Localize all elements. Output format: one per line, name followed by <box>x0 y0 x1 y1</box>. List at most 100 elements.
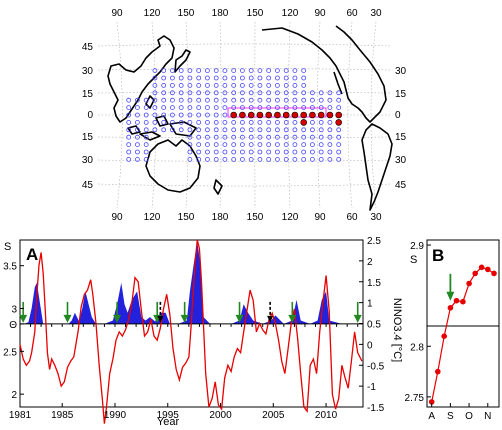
network-node <box>187 120 193 125</box>
network-node <box>292 75 298 81</box>
parallel-line <box>97 136 393 138</box>
right-tick-label: 0 <box>367 340 373 351</box>
network-node <box>274 105 280 110</box>
panel-b-x-tick-label: S <box>447 411 454 422</box>
panel-b-point <box>428 399 435 405</box>
network-node <box>196 149 202 155</box>
arrow-head <box>235 314 244 323</box>
network-node <box>134 120 140 125</box>
network-node <box>196 97 202 103</box>
network-node <box>292 127 298 133</box>
network-node <box>274 97 280 103</box>
lon-label-top: 60 <box>346 8 358 19</box>
network-node <box>336 149 342 155</box>
panel-a-left-axis-title: S <box>4 241 11 253</box>
network-node <box>327 142 333 148</box>
network-node <box>274 134 280 140</box>
network-node <box>248 142 254 148</box>
network-node <box>231 134 237 140</box>
nino34-series-line <box>19 239 363 424</box>
network-node <box>222 142 228 148</box>
network-node <box>204 134 210 140</box>
network-node <box>266 156 272 162</box>
network-node <box>126 105 132 110</box>
network-node <box>134 142 140 148</box>
network-node <box>248 134 254 140</box>
network-node <box>239 156 245 162</box>
index-node <box>239 111 246 119</box>
meridian-line <box>185 21 189 209</box>
index-node <box>274 111 281 119</box>
network-node <box>143 156 149 162</box>
right-tick-label: 1 <box>367 299 373 310</box>
lon-label-top: 180 <box>212 8 229 19</box>
index-node <box>326 111 334 119</box>
index-node <box>335 111 343 119</box>
panel-b-y-axis-title: S <box>410 254 417 266</box>
network-node <box>204 156 210 162</box>
network-node <box>292 68 298 73</box>
network-node <box>204 112 210 118</box>
network-node <box>196 156 202 162</box>
network-node <box>231 149 237 155</box>
network-node <box>196 120 202 125</box>
network-node <box>266 127 272 133</box>
event-arrow <box>113 301 122 323</box>
network-node <box>327 134 333 140</box>
network-node <box>283 97 289 103</box>
network-node <box>266 68 272 73</box>
network-node <box>169 75 175 81</box>
x-tick-label: 2010 <box>315 410 338 421</box>
network-node <box>187 149 193 155</box>
s-area <box>20 241 358 324</box>
lon-label-bottom: 90 <box>314 212 326 223</box>
network-node <box>196 90 202 96</box>
meridian-line <box>219 21 222 209</box>
network-node <box>143 105 149 110</box>
network-node <box>169 83 175 88</box>
network-node <box>187 112 193 118</box>
network-node <box>152 75 158 81</box>
network-node <box>187 142 193 148</box>
right-tick-label: 1.5 <box>367 278 381 289</box>
meridian-line <box>370 21 377 209</box>
network-node <box>178 75 184 81</box>
panel-b-point <box>466 280 472 287</box>
network-node <box>239 120 245 125</box>
right-tick-label: 2 <box>367 257 373 268</box>
panel-b-point <box>472 270 479 277</box>
network-node <box>134 149 140 155</box>
network-node <box>239 83 245 88</box>
network-node <box>309 149 315 155</box>
lat-label-right: 15 <box>395 132 407 143</box>
network-node <box>187 127 193 133</box>
network-node <box>178 112 184 118</box>
x-tick-label: 2000 <box>209 410 232 421</box>
lat-label-right: 45 <box>395 180 407 191</box>
network-node <box>231 75 237 81</box>
network-node <box>204 68 210 73</box>
x-tick-label: 1995 <box>157 410 180 421</box>
network-node <box>213 149 219 155</box>
network-node <box>222 90 228 96</box>
network-node <box>187 134 193 140</box>
network-node <box>126 112 132 118</box>
network-node <box>292 134 298 140</box>
network-node <box>283 75 289 81</box>
event-arrows <box>19 301 362 323</box>
network-node <box>336 127 342 133</box>
network-node <box>204 105 210 110</box>
network-nodes <box>126 68 342 162</box>
network-node <box>292 105 298 110</box>
network-node <box>213 68 219 73</box>
network-node <box>309 90 315 96</box>
panel-a-time-series: 1981 1985 1990 1995 2000 2005 2010 3.5 3 Θ 2.5 2 2… <box>3 236 403 428</box>
right-tick-label: -0.5 <box>367 361 385 372</box>
lon-label-bottom: 30 <box>370 212 382 223</box>
network-node <box>301 142 307 148</box>
network-node <box>126 120 132 125</box>
network-node <box>248 120 254 125</box>
network-node <box>257 120 263 125</box>
network-node <box>161 120 167 125</box>
network-node <box>204 127 210 133</box>
